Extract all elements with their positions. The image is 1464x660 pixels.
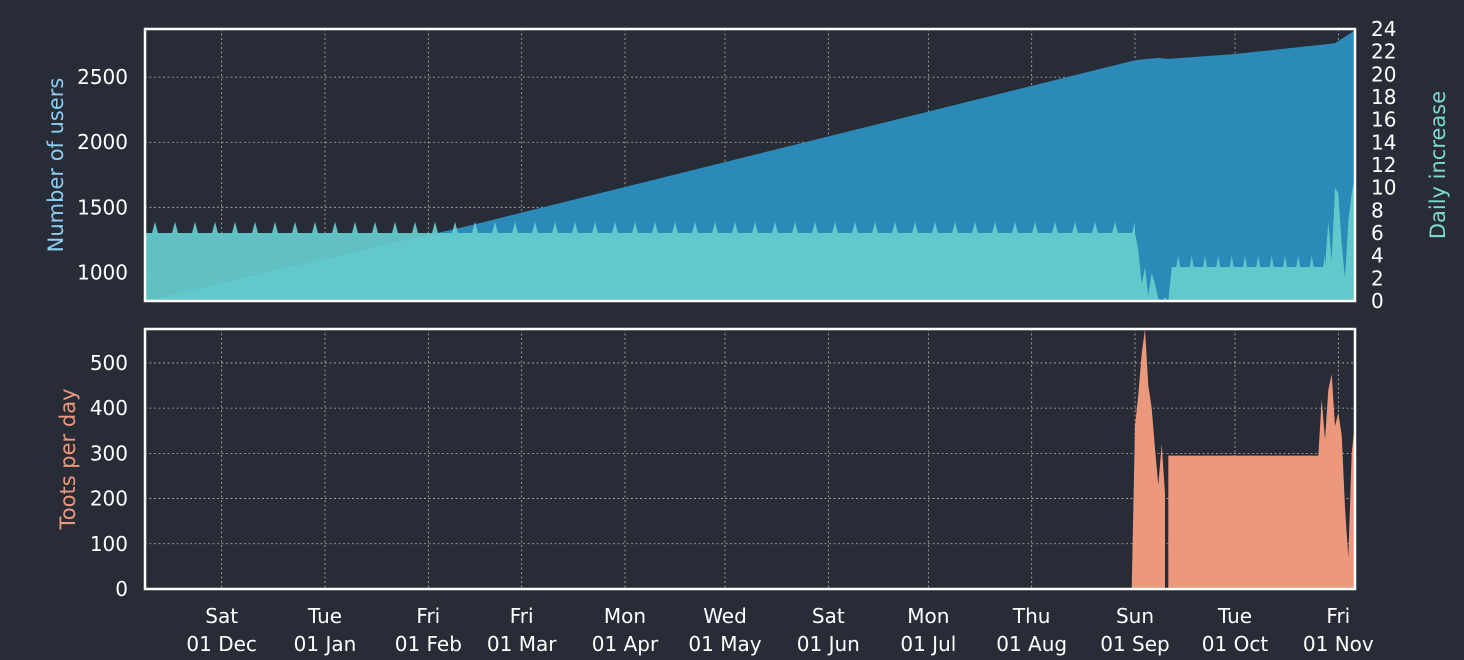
users-y-tick-label: 1500 — [77, 195, 128, 219]
daily-y-tick-label: 8 — [1371, 198, 1384, 222]
daily-increase-axis-title: Daily increase — [1426, 91, 1450, 239]
x-tick-weekday: Tue — [307, 604, 342, 628]
toots-y-tick-label: 100 — [90, 532, 128, 556]
toots-y-tick-label: 200 — [90, 487, 128, 511]
daily-y-tick-label: 20 — [1371, 62, 1396, 86]
x-tick-weekday: Mon — [907, 604, 949, 628]
daily-y-tick-label: 0 — [1371, 289, 1384, 313]
toots-y-tick-label: 500 — [90, 351, 128, 375]
x-tick-weekday: Mon — [604, 604, 646, 628]
x-tick-date: 01 May — [688, 632, 761, 656]
toots-panel: 0 100 200 300 400 500 Sat 01 Dec Tue 01 Jan Fri 01… — [56, 327, 1374, 656]
x-tick-date: 01 Jan — [294, 632, 357, 656]
x-tick-date: 01 Oct — [1202, 632, 1269, 656]
daily-y-tick-label: 4 — [1371, 244, 1384, 268]
x-tick-weekday: Fri — [510, 604, 534, 628]
daily-y-tick-label: 14 — [1371, 130, 1396, 154]
daily-y-tick-label: 22 — [1371, 40, 1396, 64]
users-y-tick-label: 1000 — [77, 260, 128, 284]
users-y-tick-label: 2000 — [77, 130, 128, 154]
x-tick-date: 01 Aug — [996, 632, 1067, 656]
x-tick-weekday: Tue — [1217, 604, 1252, 628]
toots-y-tick-label: 400 — [90, 396, 128, 420]
toots-axis-title: Toots per day — [56, 389, 80, 531]
daily-y-tick-label: 2 — [1371, 266, 1384, 290]
daily-y-tick-label: 16 — [1371, 108, 1396, 132]
x-tick-date: 01 Nov — [1303, 632, 1374, 656]
x-tick-weekday: Fri — [1326, 604, 1350, 628]
toots-y-tick-label: 300 — [90, 441, 128, 465]
daily-y-tick-label: 10 — [1371, 176, 1396, 200]
users-y-tick-label: 2500 — [77, 65, 128, 89]
x-tick-weekday: Thu — [1012, 604, 1051, 628]
x-tick-date: 01 Mar — [487, 632, 557, 656]
x-tick-weekday: Sun — [1116, 604, 1154, 628]
x-tick-date: 01 Dec — [186, 632, 257, 656]
x-tick-weekday: Sat — [812, 604, 845, 628]
daily-y-tick-label: 18 — [1371, 85, 1396, 109]
x-tick-date: 01 Jun — [797, 632, 860, 656]
toots-y-tick-label: 0 — [115, 577, 128, 601]
daily-y-tick-label: 24 — [1371, 17, 1396, 41]
x-tick-date: 01 Apr — [592, 632, 659, 656]
daily-y-tick-label: 12 — [1371, 153, 1396, 177]
users-axis-title: Number of users — [44, 78, 68, 253]
x-tick-date: 01 Jul — [900, 632, 956, 656]
toots-panel-frame — [143, 327, 1357, 591]
x-tick-weekday: Wed — [703, 604, 747, 628]
x-tick-date: 01 Sep — [1100, 632, 1170, 656]
toots-area — [145, 329, 1355, 589]
daily-y-tick-label: 6 — [1371, 221, 1384, 245]
x-tick-date: 01 Feb — [395, 632, 462, 656]
daily-increase-area — [145, 176, 1355, 301]
x-tick-weekday: Fri — [416, 604, 440, 628]
users-panel-frame — [143, 27, 1357, 303]
x-tick-weekday: Sat — [205, 604, 238, 628]
